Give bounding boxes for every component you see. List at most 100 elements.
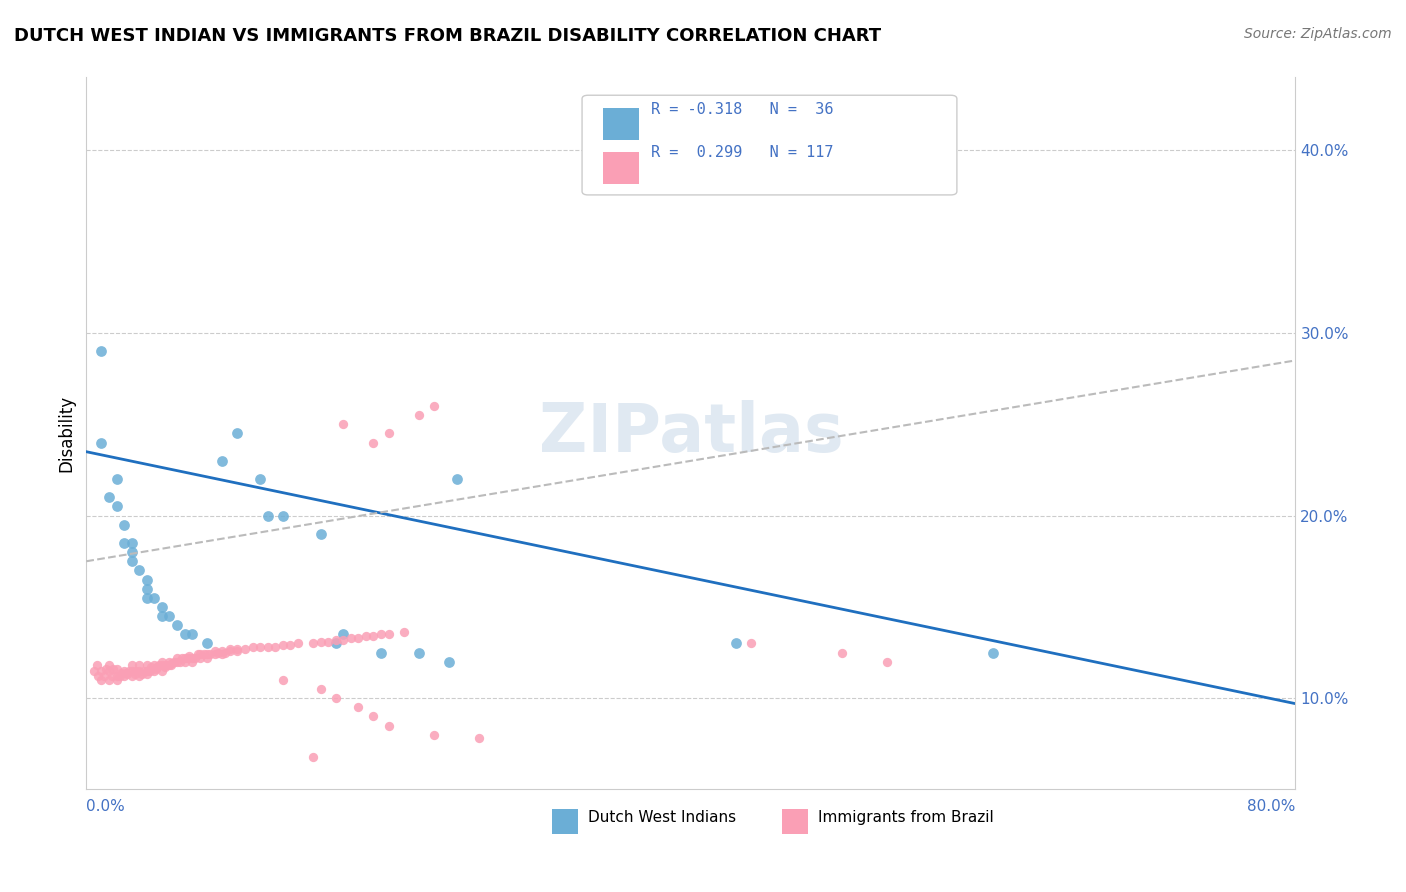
Point (249, 472, 271, 486)
Point (148, 658, 170, 673)
Point (146, 660, 169, 674)
Point (150, 664, 173, 678)
Point (195, 651, 218, 665)
Point (256, 640, 278, 654)
Point (218, 644, 240, 658)
Point (105, 472, 128, 486)
Point (135, 658, 157, 673)
Point (446, 472, 468, 486)
Point (325, 691, 347, 706)
Point (188, 648, 211, 662)
Point (128, 669, 150, 683)
Point (155, 658, 177, 673)
Point (112, 517, 135, 532)
Point (121, 669, 143, 683)
Point (121, 545, 143, 559)
Bar (551, 809, 578, 834)
Point (302, 636, 325, 650)
Point (302, 749, 325, 764)
Point (347, 631, 370, 645)
Point (97, 673, 120, 687)
Point (128, 664, 150, 678)
Point (184, 651, 207, 665)
Point (132, 664, 155, 678)
Point (226, 641, 249, 656)
Point (143, 664, 166, 678)
Point (332, 627, 354, 641)
Point (309, 527, 332, 541)
Point (97, 658, 120, 673)
Point (316, 634, 339, 648)
Point (110, 665, 132, 680)
Point (363, 709, 385, 723)
Point (249, 640, 271, 654)
Point (200, 648, 222, 662)
Point (160, 658, 183, 673)
Text: 80.0%: 80.0% (1247, 798, 1295, 814)
Point (423, 728, 446, 742)
Point (347, 700, 370, 714)
Text: R = -0.318   N =  36: R = -0.318 N = 36 (651, 102, 834, 117)
Point (309, 634, 332, 648)
Point (112, 664, 135, 678)
Text: 0.0%: 0.0% (86, 798, 125, 814)
Point (150, 658, 173, 673)
Point (354, 629, 377, 643)
Point (117, 664, 139, 678)
Point (83, 664, 105, 678)
Point (145, 662, 167, 676)
Point (97, 664, 120, 678)
Point (103, 662, 125, 676)
Point (377, 627, 399, 641)
Point (150, 655, 173, 669)
Point (166, 651, 188, 665)
Point (135, 591, 157, 605)
Text: Source: ZipAtlas.com: Source: ZipAtlas.com (1244, 27, 1392, 41)
Point (157, 655, 180, 669)
Point (211, 648, 233, 662)
Point (195, 636, 218, 650)
Point (135, 667, 157, 681)
Point (166, 618, 188, 632)
Point (408, 646, 430, 660)
Text: Immigrants from Brazil: Immigrants from Brazil (818, 811, 994, 825)
Point (125, 664, 148, 678)
Point (181, 627, 204, 641)
Point (214, 646, 236, 660)
Point (143, 591, 166, 605)
Point (169, 655, 191, 669)
Point (143, 658, 166, 673)
Point (135, 573, 157, 587)
Y-axis label: Disability: Disability (58, 395, 75, 472)
Point (377, 426, 399, 441)
Text: ZIPatlas: ZIPatlas (538, 401, 844, 467)
Point (981, 646, 1004, 660)
Point (226, 426, 249, 441)
Point (105, 673, 128, 687)
Point (218, 641, 240, 656)
Point (124, 667, 146, 681)
Point (831, 646, 853, 660)
Point (173, 627, 195, 641)
Point (242, 640, 264, 654)
Point (94, 662, 117, 676)
Point (150, 609, 173, 624)
Point (101, 669, 124, 683)
Point (370, 627, 392, 641)
Point (226, 644, 249, 658)
Point (121, 658, 143, 673)
Point (740, 636, 762, 650)
Point (128, 658, 150, 673)
Point (423, 399, 446, 413)
Point (90, 344, 112, 359)
Point (131, 667, 153, 681)
Point (437, 655, 460, 669)
Point (332, 632, 354, 647)
Point (271, 638, 294, 652)
Point (87, 669, 110, 683)
Point (105, 669, 128, 683)
Point (876, 655, 898, 669)
Point (392, 625, 415, 640)
Point (177, 649, 200, 664)
Point (204, 648, 226, 662)
